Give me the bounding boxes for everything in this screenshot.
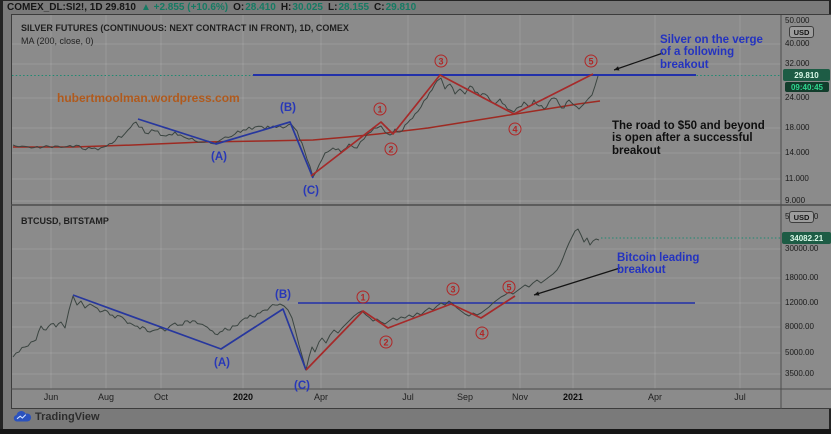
btc-price-axis-label-18000.00: 18000.00 <box>785 273 819 282</box>
time-axis-label-20203: 2020 <box>232 392 254 402</box>
low-value: 28.155 <box>338 2 370 13</box>
btc-wave-letter-c[interactable]: (C) <box>294 380 310 392</box>
bottom-border-strip <box>0 429 831 434</box>
tradingview-cloud-icon <box>13 411 32 422</box>
btc-pane-title: BTCUSD, BITSTAMP <box>21 216 109 226</box>
silver-price-axis-label-14.000: 14.000 <box>785 148 810 157</box>
silver-countdown-badge: 09:40:45 <box>785 82 829 92</box>
silver-price-axis-label-18.000: 18.000 <box>785 123 810 132</box>
silver-wave-number-4[interactable]: 4 <box>508 122 522 136</box>
btc-price-axis-label-30000.00: 30000.00 <box>785 244 819 253</box>
silver-breakout-note[interactable]: Silver on the verge of a following break… <box>660 34 763 71</box>
btc-pane-canvas[interactable] <box>12 205 781 389</box>
silver-pane-title: SILVER FUTURES (CONTINUOUS: NEXT CONTRAC… <box>21 23 349 33</box>
btc-price-axis-label-5000.00: 5000.00 <box>785 348 814 357</box>
btc-wave-number-3[interactable]: 3 <box>446 282 460 296</box>
silver-price-axis-label-50.000: 50.000 <box>785 16 810 25</box>
silver-wave-letter-a[interactable]: (A) <box>211 151 227 163</box>
silver-wave-letter-b[interactable]: (B) <box>280 102 296 114</box>
silver-currency-unit-button[interactable]: USD <box>789 26 814 38</box>
btc-last-price-badge: 34082.21 <box>782 232 831 244</box>
bitcoin-breakout-note[interactable]: Bitcoin leading breakout <box>617 252 700 277</box>
tradingview-brand-text: TradingView <box>35 410 100 423</box>
tradingview-logo[interactable]: TradingView <box>13 410 100 423</box>
time-axis-label-oct2: Oct <box>153 392 168 402</box>
btc-wave-number-2[interactable]: 2 <box>379 335 393 349</box>
open-value: 28.410 <box>245 2 276 13</box>
time-axis-label-sep6: Sep <box>456 392 473 402</box>
silver-price-axis-label-11.000: 11.000 <box>785 174 809 183</box>
author-watermark: hubertmoolman.wordpress.com <box>57 91 240 105</box>
btc-price-axis-label-3500.00: 3500.00 <box>785 369 814 378</box>
time-axis-label-jun0: Jun <box>43 392 59 402</box>
road-to-50-note[interactable]: The road to $50 and beyond is open after… <box>612 120 765 157</box>
price-change: ▲ +2.855 (+10.6%) <box>140 2 229 13</box>
time-axis-label-jul10: Jul <box>734 392 746 402</box>
symbol-info-bar[interactable]: COMEX_DL:SI2!, 1D 29.810 ▲ +2.855 (+10.6… <box>7 1 416 14</box>
btc-wave-number-5[interactable]: 5 <box>502 280 516 294</box>
time-axis-label-apr9: Apr <box>647 392 662 402</box>
btc-wave-number-4[interactable]: 4 <box>475 326 489 340</box>
silver-wave-letter-c[interactable]: (C) <box>303 185 319 197</box>
time-axis-label-nov7: Nov <box>511 392 528 402</box>
symbol-title: COMEX_DL:SI2!, 1D 29.810 <box>7 2 136 13</box>
time-axis-label-apr4: Apr <box>313 392 328 402</box>
silver-wave-number-3[interactable]: 3 <box>434 54 448 68</box>
btc-wave-letter-b[interactable]: (B) <box>275 289 291 301</box>
silver-wave-number-5[interactable]: 5 <box>584 54 598 68</box>
low-label: L: <box>327 2 338 13</box>
silver-price-axis-label-40.000: 40.000 <box>785 39 810 48</box>
high-label: H: <box>280 2 292 13</box>
silver-ma-indicator-label: MA (200, close, 0) <box>21 36 94 46</box>
btc-price-axis-label-8000.00: 8000.00 <box>785 322 814 331</box>
time-axis-label-20218: 2021 <box>562 392 584 402</box>
silver-price-axis-label-9.000: 9.000 <box>785 196 806 205</box>
close-label: C: <box>374 2 385 13</box>
btc-currency-unit-button[interactable]: USD <box>789 211 814 223</box>
silver-wave-number-1[interactable]: 1 <box>373 102 387 116</box>
btc-wave-number-1[interactable]: 1 <box>356 290 370 304</box>
silver-last-price-badge: 29.810 <box>783 69 830 81</box>
silver-price-axis-label-24.000: 24.000 <box>785 93 810 102</box>
silver-price-axis-label-32.000: 32.000 <box>785 59 810 68</box>
close-value: 29.810 <box>385 2 417 13</box>
high-value: 30.025 <box>292 2 323 13</box>
open-label: O: <box>233 2 245 13</box>
time-axis-label-jul5: Jul <box>402 392 414 402</box>
silver-wave-number-2[interactable]: 2 <box>384 142 398 156</box>
btc-price-axis-label-12000.00: 12000.00 <box>785 298 819 307</box>
btc-wave-letter-a[interactable]: (A) <box>214 357 230 369</box>
time-axis-label-aug1: Aug <box>97 392 114 402</box>
